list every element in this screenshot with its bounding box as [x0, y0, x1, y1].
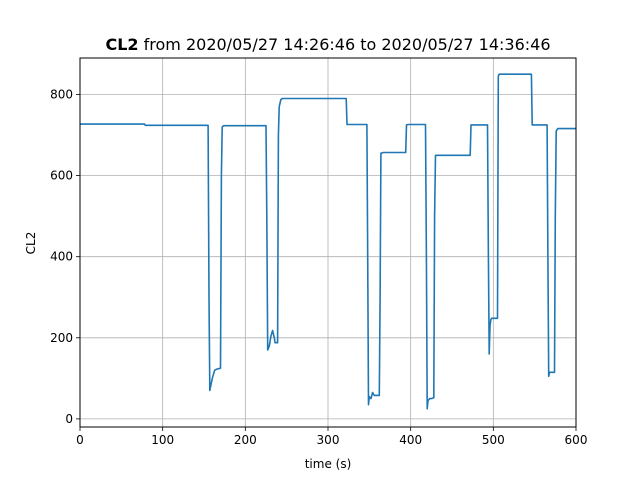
chart-title: CL2 from 2020/05/27 14:26:46 to 2020/05/… [105, 35, 550, 54]
chart-title-bold: CL2 [105, 35, 138, 54]
x-tick-label: 200 [234, 433, 257, 447]
y-tick-label: 0 [65, 412, 73, 426]
x-tick-label: 100 [151, 433, 174, 447]
series-polyline [80, 73, 576, 410]
y-tick-label: 600 [50, 169, 73, 183]
x-tick-label: 300 [317, 433, 340, 447]
x-tick-label: 0 [76, 433, 84, 447]
x-axis-label: time (s) [305, 457, 352, 471]
x-tick-label: 500 [482, 433, 505, 447]
series-line [80, 73, 576, 410]
y-axis-ticks: 0 200 400 600 800 [50, 87, 80, 426]
x-tick-label: 400 [399, 433, 422, 447]
y-tick-label: 800 [50, 87, 73, 101]
chart-title-rest: from 2020/05/27 14:26:46 to 2020/05/27 1… [139, 35, 551, 54]
y-tick-label: 200 [50, 331, 73, 345]
y-tick-label: 400 [50, 250, 73, 264]
grid-lines [79, 58, 577, 427]
x-tick-label: 600 [565, 433, 588, 447]
y-axis-label: CL2 [24, 232, 38, 255]
x-axis-ticks: 0 100 200 300 400 500 600 [76, 427, 587, 447]
